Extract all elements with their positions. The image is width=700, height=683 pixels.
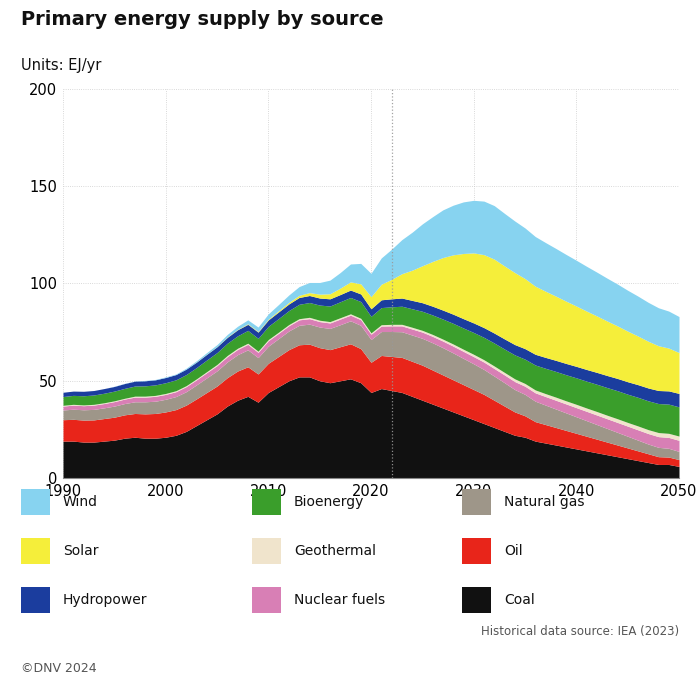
Text: Solar: Solar	[63, 544, 99, 558]
Text: Wind: Wind	[63, 495, 98, 509]
Text: Hydropower: Hydropower	[63, 594, 148, 607]
Text: Oil: Oil	[504, 544, 523, 558]
Text: Geothermal: Geothermal	[294, 544, 376, 558]
Text: ©DNV 2024: ©DNV 2024	[21, 662, 97, 675]
Text: Historical data source: IEA (2023): Historical data source: IEA (2023)	[481, 625, 679, 638]
Text: Units: EJ/yr: Units: EJ/yr	[21, 58, 102, 73]
Text: Primary energy supply by source: Primary energy supply by source	[21, 10, 384, 29]
Text: Coal: Coal	[504, 594, 535, 607]
Text: Bioenergy: Bioenergy	[294, 495, 365, 509]
Text: Nuclear fuels: Nuclear fuels	[294, 594, 385, 607]
Text: Natural gas: Natural gas	[504, 495, 584, 509]
